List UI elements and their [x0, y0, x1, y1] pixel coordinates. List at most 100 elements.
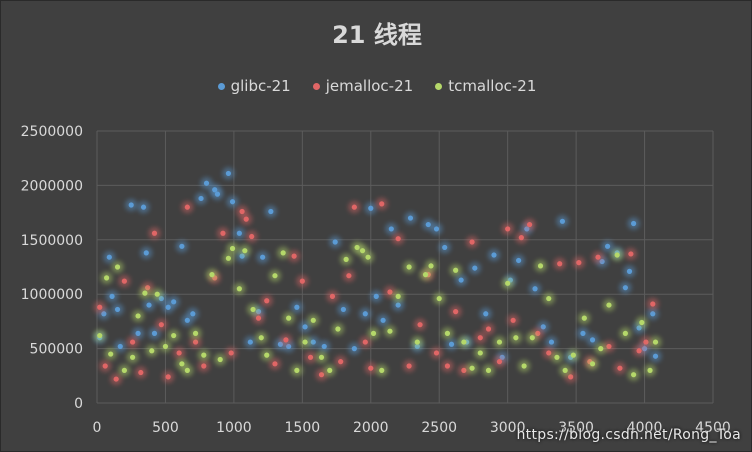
data-point	[332, 239, 338, 245]
legend-item-tcmalloc: tcmalloc-21	[435, 77, 536, 95]
data-point	[548, 339, 555, 345]
data-point	[365, 254, 371, 260]
x-tick-label: 1000	[216, 420, 252, 436]
data-point	[128, 202, 134, 208]
data-point	[247, 339, 253, 345]
data-point	[329, 293, 336, 299]
data-point	[321, 343, 327, 350]
data-point	[368, 205, 374, 211]
data-point	[477, 335, 483, 341]
data-point	[310, 339, 316, 345]
data-point	[121, 367, 127, 373]
y-tick-label: 500000	[30, 342, 83, 358]
x-axis-ticks: 0 500 1000 1500 2000 2500 3000 3500 4000 4500	[93, 420, 731, 436]
data-point	[650, 311, 656, 317]
data-point	[518, 235, 524, 241]
data-point	[109, 293, 115, 299]
data-point	[414, 339, 420, 345]
data-point	[589, 337, 596, 343]
data-point	[135, 313, 141, 319]
data-point	[220, 230, 226, 236]
data-point	[652, 339, 659, 345]
data-point	[214, 191, 221, 197]
data-point	[496, 359, 503, 365]
data-point	[444, 330, 451, 336]
data-point	[380, 317, 386, 323]
data-point	[395, 293, 401, 299]
watermark: https://blog.csdn.net/Rong_Toa	[516, 427, 741, 443]
legend-item-glibc: glibc-21	[217, 77, 291, 95]
data-point	[340, 306, 346, 313]
data-point	[140, 204, 147, 210]
data-point	[483, 311, 489, 317]
data-point	[546, 350, 552, 356]
data-point	[286, 315, 292, 321]
data-point	[236, 286, 242, 292]
data-point	[485, 326, 492, 332]
data-point	[225, 170, 232, 177]
data-point	[510, 317, 516, 323]
data-point	[179, 361, 185, 367]
data-point	[225, 255, 232, 261]
data-point	[97, 304, 103, 310]
data-point	[162, 343, 169, 350]
data-point	[294, 367, 300, 373]
data-point	[458, 277, 464, 283]
legend: glibc-21 jemalloc-21 tcmalloc-21	[1, 77, 752, 95]
data-point	[192, 339, 199, 345]
data-point	[570, 352, 576, 358]
data-point	[142, 290, 148, 296]
data-points	[93, 167, 662, 386]
data-point	[184, 317, 190, 323]
data-point	[362, 339, 368, 345]
data-point	[184, 204, 190, 210]
series-glibc-21	[93, 167, 662, 364]
data-point	[626, 268, 633, 274]
data-point	[639, 319, 645, 326]
data-point	[387, 289, 393, 295]
legend-label-jemalloc: jemalloc-21	[325, 77, 414, 95]
data-point	[557, 261, 563, 267]
data-point	[229, 199, 236, 205]
data-point	[477, 350, 483, 356]
data-point	[243, 216, 249, 222]
data-point	[589, 361, 596, 367]
data-point	[151, 330, 158, 336]
data-point	[239, 208, 245, 215]
data-point	[338, 359, 344, 365]
data-point	[622, 330, 628, 336]
data-point	[117, 343, 123, 350]
data-point	[102, 363, 108, 369]
data-point	[268, 208, 274, 215]
data-point	[129, 339, 136, 345]
data-point	[264, 352, 270, 358]
legend-swatch-glibc	[217, 82, 225, 90]
data-point	[302, 324, 308, 330]
data-point	[272, 273, 278, 279]
data-point	[280, 250, 286, 256]
y-axis-ticks: 0 500000 1000000 1500000 2000000 2500000	[21, 124, 83, 412]
data-point	[537, 263, 544, 269]
data-point	[554, 354, 560, 360]
data-point	[327, 367, 333, 373]
y-tick-label: 0	[74, 396, 83, 412]
data-point	[171, 332, 177, 339]
data-point	[151, 230, 158, 236]
data-point	[428, 263, 434, 269]
data-point	[351, 204, 357, 210]
data-point	[532, 286, 538, 292]
data-point	[453, 309, 459, 315]
data-point	[395, 302, 401, 308]
chart-title: 21 线程	[332, 21, 422, 49]
data-point	[425, 221, 431, 228]
y-tick-label: 1000000	[21, 287, 83, 303]
data-point	[461, 367, 467, 373]
data-point	[362, 311, 368, 317]
data-point	[631, 372, 637, 378]
data-point	[165, 374, 171, 380]
data-point	[250, 306, 256, 313]
data-point	[395, 236, 401, 242]
data-point	[461, 339, 467, 345]
